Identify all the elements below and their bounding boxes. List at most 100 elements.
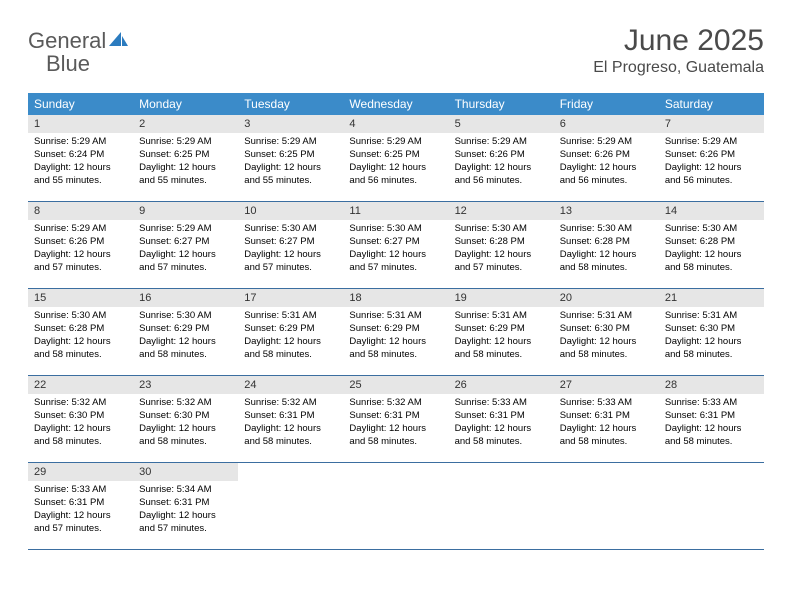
sunset-line: Sunset: 6:31 PM (665, 410, 758, 423)
sunset-line: Sunset: 6:31 PM (455, 410, 548, 423)
brand-sail-icon (107, 30, 129, 53)
daylight-line: Daylight: 12 hours and 58 minutes. (349, 336, 442, 362)
day-details: Sunrise: 5:32 AMSunset: 6:30 PMDaylight:… (133, 394, 238, 452)
brand-part1: General (28, 28, 106, 53)
sunset-line: Sunset: 6:27 PM (244, 236, 337, 249)
sunset-line: Sunset: 6:25 PM (139, 149, 232, 162)
calendar-cell (449, 463, 554, 550)
calendar-cell: 25Sunrise: 5:32 AMSunset: 6:31 PMDayligh… (343, 376, 448, 463)
header: General Blue June 2025 El Progreso, Guat… (28, 24, 764, 77)
calendar-cell: 6Sunrise: 5:29 AMSunset: 6:26 PMDaylight… (554, 115, 659, 202)
calendar-row: 8Sunrise: 5:29 AMSunset: 6:26 PMDaylight… (28, 202, 764, 289)
daylight-line: Daylight: 12 hours and 57 minutes. (139, 249, 232, 275)
daylight-line: Daylight: 12 hours and 55 minutes. (244, 162, 337, 188)
day-details: Sunrise: 5:30 AMSunset: 6:28 PMDaylight:… (28, 307, 133, 365)
sunset-line: Sunset: 6:31 PM (349, 410, 442, 423)
sunrise-line: Sunrise: 5:30 AM (139, 310, 232, 323)
daylight-line: Daylight: 12 hours and 57 minutes. (349, 249, 442, 275)
calendar-cell: 9Sunrise: 5:29 AMSunset: 6:27 PMDaylight… (133, 202, 238, 289)
sunrise-line: Sunrise: 5:29 AM (560, 136, 653, 149)
sunrise-line: Sunrise: 5:32 AM (139, 397, 232, 410)
sunset-line: Sunset: 6:27 PM (349, 236, 442, 249)
day-number: 6 (554, 115, 659, 133)
sunset-line: Sunset: 6:31 PM (34, 497, 127, 510)
day-details: Sunrise: 5:32 AMSunset: 6:31 PMDaylight:… (343, 394, 448, 452)
day-details: Sunrise: 5:29 AMSunset: 6:25 PMDaylight:… (343, 133, 448, 191)
sunset-line: Sunset: 6:30 PM (560, 323, 653, 336)
day-details: Sunrise: 5:31 AMSunset: 6:29 PMDaylight:… (238, 307, 343, 365)
day-details: Sunrise: 5:29 AMSunset: 6:25 PMDaylight:… (238, 133, 343, 191)
sunset-line: Sunset: 6:28 PM (560, 236, 653, 249)
sunrise-line: Sunrise: 5:31 AM (560, 310, 653, 323)
day-number: 16 (133, 289, 238, 307)
sunrise-line: Sunrise: 5:33 AM (34, 484, 127, 497)
sunrise-line: Sunrise: 5:30 AM (455, 223, 548, 236)
day-number: 11 (343, 202, 448, 220)
brand-part2: Blue (46, 51, 90, 76)
sunrise-line: Sunrise: 5:29 AM (34, 136, 127, 149)
daylight-line: Daylight: 12 hours and 56 minutes. (455, 162, 548, 188)
sunset-line: Sunset: 6:30 PM (34, 410, 127, 423)
sunrise-line: Sunrise: 5:34 AM (139, 484, 232, 497)
weekday-header: Tuesday (238, 93, 343, 115)
sunset-line: Sunset: 6:31 PM (139, 497, 232, 510)
day-number: 25 (343, 376, 448, 394)
weekday-header: Friday (554, 93, 659, 115)
day-number: 3 (238, 115, 343, 133)
day-details: Sunrise: 5:33 AMSunset: 6:31 PMDaylight:… (659, 394, 764, 452)
weekday-header: Wednesday (343, 93, 448, 115)
sunrise-line: Sunrise: 5:30 AM (560, 223, 653, 236)
calendar-cell: 29Sunrise: 5:33 AMSunset: 6:31 PMDayligh… (28, 463, 133, 550)
daylight-line: Daylight: 12 hours and 58 minutes. (139, 423, 232, 449)
daylight-line: Daylight: 12 hours and 58 minutes. (665, 249, 758, 275)
calendar-cell: 24Sunrise: 5:32 AMSunset: 6:31 PMDayligh… (238, 376, 343, 463)
calendar-cell: 8Sunrise: 5:29 AMSunset: 6:26 PMDaylight… (28, 202, 133, 289)
sunset-line: Sunset: 6:28 PM (665, 236, 758, 249)
daylight-line: Daylight: 12 hours and 58 minutes. (665, 336, 758, 362)
daylight-line: Daylight: 12 hours and 56 minutes. (349, 162, 442, 188)
day-number: 28 (659, 376, 764, 394)
sunrise-line: Sunrise: 5:29 AM (244, 136, 337, 149)
daylight-line: Daylight: 12 hours and 57 minutes. (244, 249, 337, 275)
sunrise-line: Sunrise: 5:31 AM (349, 310, 442, 323)
sunrise-line: Sunrise: 5:32 AM (34, 397, 127, 410)
day-details: Sunrise: 5:30 AMSunset: 6:28 PMDaylight:… (554, 220, 659, 278)
calendar-cell: 4Sunrise: 5:29 AMSunset: 6:25 PMDaylight… (343, 115, 448, 202)
day-number: 5 (449, 115, 554, 133)
sunset-line: Sunset: 6:29 PM (244, 323, 337, 336)
day-number: 2 (133, 115, 238, 133)
sunset-line: Sunset: 6:28 PM (455, 236, 548, 249)
calendar-table: Sunday Monday Tuesday Wednesday Thursday… (28, 93, 764, 550)
sunset-line: Sunset: 6:29 PM (349, 323, 442, 336)
day-details: Sunrise: 5:30 AMSunset: 6:29 PMDaylight:… (133, 307, 238, 365)
calendar-row: 1Sunrise: 5:29 AMSunset: 6:24 PMDaylight… (28, 115, 764, 202)
day-details: Sunrise: 5:31 AMSunset: 6:29 PMDaylight:… (343, 307, 448, 365)
day-details: Sunrise: 5:29 AMSunset: 6:26 PMDaylight:… (449, 133, 554, 191)
sunrise-line: Sunrise: 5:30 AM (244, 223, 337, 236)
day-number: 20 (554, 289, 659, 307)
day-number: 22 (28, 376, 133, 394)
sunrise-line: Sunrise: 5:33 AM (455, 397, 548, 410)
sunset-line: Sunset: 6:31 PM (560, 410, 653, 423)
weekday-header: Saturday (659, 93, 764, 115)
calendar-cell: 19Sunrise: 5:31 AMSunset: 6:29 PMDayligh… (449, 289, 554, 376)
calendar-cell: 22Sunrise: 5:32 AMSunset: 6:30 PMDayligh… (28, 376, 133, 463)
calendar-cell: 2Sunrise: 5:29 AMSunset: 6:25 PMDaylight… (133, 115, 238, 202)
day-details: Sunrise: 5:32 AMSunset: 6:31 PMDaylight:… (238, 394, 343, 452)
calendar-cell: 11Sunrise: 5:30 AMSunset: 6:27 PMDayligh… (343, 202, 448, 289)
day-details: Sunrise: 5:31 AMSunset: 6:29 PMDaylight:… (449, 307, 554, 365)
calendar-cell: 1Sunrise: 5:29 AMSunset: 6:24 PMDaylight… (28, 115, 133, 202)
day-number: 14 (659, 202, 764, 220)
day-number: 30 (133, 463, 238, 481)
day-number: 19 (449, 289, 554, 307)
daylight-line: Daylight: 12 hours and 58 minutes. (34, 336, 127, 362)
calendar-cell: 18Sunrise: 5:31 AMSunset: 6:29 PMDayligh… (343, 289, 448, 376)
daylight-line: Daylight: 12 hours and 58 minutes. (244, 336, 337, 362)
day-number: 21 (659, 289, 764, 307)
weekday-header: Thursday (449, 93, 554, 115)
day-number: 12 (449, 202, 554, 220)
calendar-cell: 10Sunrise: 5:30 AMSunset: 6:27 PMDayligh… (238, 202, 343, 289)
day-details: Sunrise: 5:29 AMSunset: 6:24 PMDaylight:… (28, 133, 133, 191)
day-number: 27 (554, 376, 659, 394)
calendar-row: 22Sunrise: 5:32 AMSunset: 6:30 PMDayligh… (28, 376, 764, 463)
